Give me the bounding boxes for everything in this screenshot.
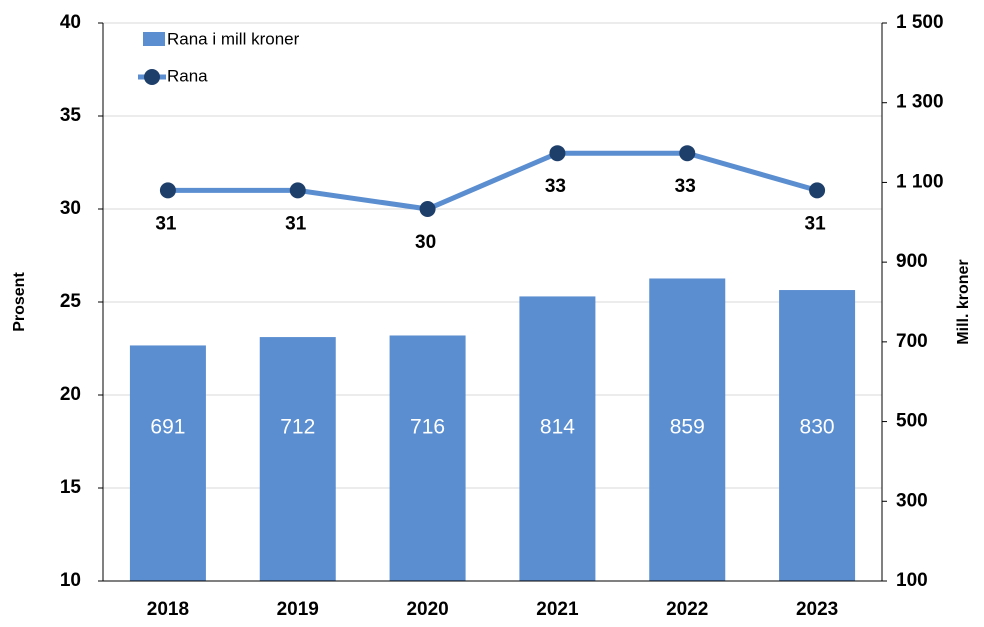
marker (419, 201, 436, 217)
legend-swatch (143, 32, 165, 46)
x-tick-label: 2019 (277, 599, 319, 620)
marker (159, 182, 176, 199)
line-value-label: 33 (675, 176, 696, 197)
marker (289, 182, 306, 199)
y2-tick-label: 300 (896, 490, 928, 511)
y-tick-label: 25 (60, 291, 82, 312)
bar-value-label: 712 (280, 416, 315, 439)
line-value-label: 30 (415, 232, 436, 253)
y2-tick-label: 900 (896, 251, 928, 272)
bar (389, 335, 466, 581)
x-tick-label: 2022 (666, 599, 708, 620)
x-tick-label: 2021 (536, 599, 579, 620)
bar (259, 337, 336, 581)
marker (549, 145, 566, 162)
y-tick-label: 35 (60, 105, 82, 126)
line-value-label: 31 (285, 213, 307, 234)
y2-tick-label: 500 (896, 411, 928, 432)
line-value-label: 33 (545, 176, 566, 197)
y-tick-label: 30 (60, 198, 81, 219)
y2-tick-label: 1 500 (896, 12, 944, 33)
y-tick-label: 15 (60, 477, 82, 498)
bar (129, 345, 206, 581)
bar-value-label: 691 (150, 416, 185, 439)
y2-tick-label: 1 300 (896, 92, 944, 113)
y-tick-label: 10 (60, 570, 81, 591)
y-axis-title: Prosent (11, 272, 28, 332)
bar (519, 296, 596, 581)
x-tick-label: 2020 (406, 599, 448, 620)
bar (779, 290, 856, 581)
y-tick-label: 20 (60, 384, 81, 405)
y2-tick-label: 700 (896, 331, 928, 352)
bar-value-label: 814 (540, 416, 575, 439)
y2-tick-label: 100 (896, 570, 928, 591)
bar-value-label: 716 (410, 416, 445, 439)
marker (679, 145, 696, 162)
legend-label: Rana i mill kroner (167, 29, 300, 48)
legend-marker (144, 69, 160, 85)
legend-label: Rana (167, 66, 208, 85)
y2-tick-label: 1 100 (896, 171, 944, 192)
bar-value-label: 830 (800, 416, 835, 439)
y2-axis-title: Mill. kroner (955, 259, 972, 344)
bar-value-label: 859 (670, 416, 705, 439)
line-value-label: 31 (155, 213, 177, 234)
x-tick-label: 2023 (796, 599, 838, 620)
line-value-label: 31 (805, 213, 827, 234)
bar (649, 278, 726, 581)
y-tick-label: 40 (60, 12, 81, 33)
marker (809, 182, 826, 199)
x-tick-label: 2018 (147, 599, 189, 620)
line (167, 150, 818, 212)
